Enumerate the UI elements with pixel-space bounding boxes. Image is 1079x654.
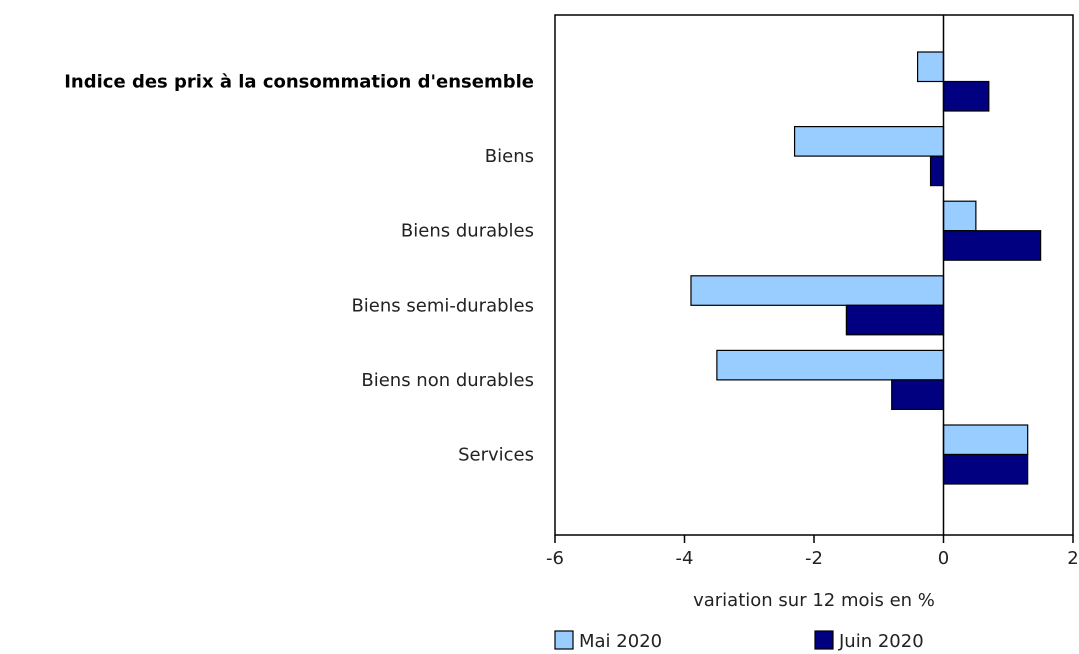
bar-mai-2020 [716,349,945,381]
bar-juin-2020 [891,379,945,410]
x-axis-title: variation sur 12 mois en % [693,590,935,611]
bar-juin-2020 [942,80,990,112]
bar-mai-2020 [916,51,945,83]
category-label: Biens non durables [361,370,534,391]
category-label: Services [458,445,534,466]
legend-swatch [554,630,574,650]
category-label: Biens [485,146,534,167]
bar-mai-2020 [690,275,945,306]
bar-juin-2020 [929,155,945,187]
bar-juin-2020 [942,230,1042,261]
x-axis-ticks: -6 -4 -2 0 2 [546,535,1079,569]
bar-juin-2020 [845,304,945,336]
legend-swatch [814,630,834,650]
bar-mai-2020 [942,424,1029,456]
x-tick-label: -4 [676,548,694,569]
x-tick-label: -2 [805,548,823,569]
legend: Mai 2020 Juin 2020 [554,630,924,652]
bar-mai-2020 [942,200,977,232]
category-label: Biens semi-durables [351,295,534,316]
bar-mai-2020 [793,125,945,157]
category-labels: Indice des prix à la consommation d'ense… [64,72,534,466]
bar-juin-2020 [942,453,1029,485]
legend-label: Mai 2020 [579,631,662,652]
x-tick-label: 0 [938,548,949,569]
legend-label: Juin 2020 [838,631,924,652]
x-tick-label: 2 [1067,548,1078,569]
category-label: Indice des prix à la consommation d'ense… [64,72,534,93]
bars [690,51,1042,485]
x-tick-label: -6 [546,548,564,569]
category-label: Biens durables [401,221,534,242]
